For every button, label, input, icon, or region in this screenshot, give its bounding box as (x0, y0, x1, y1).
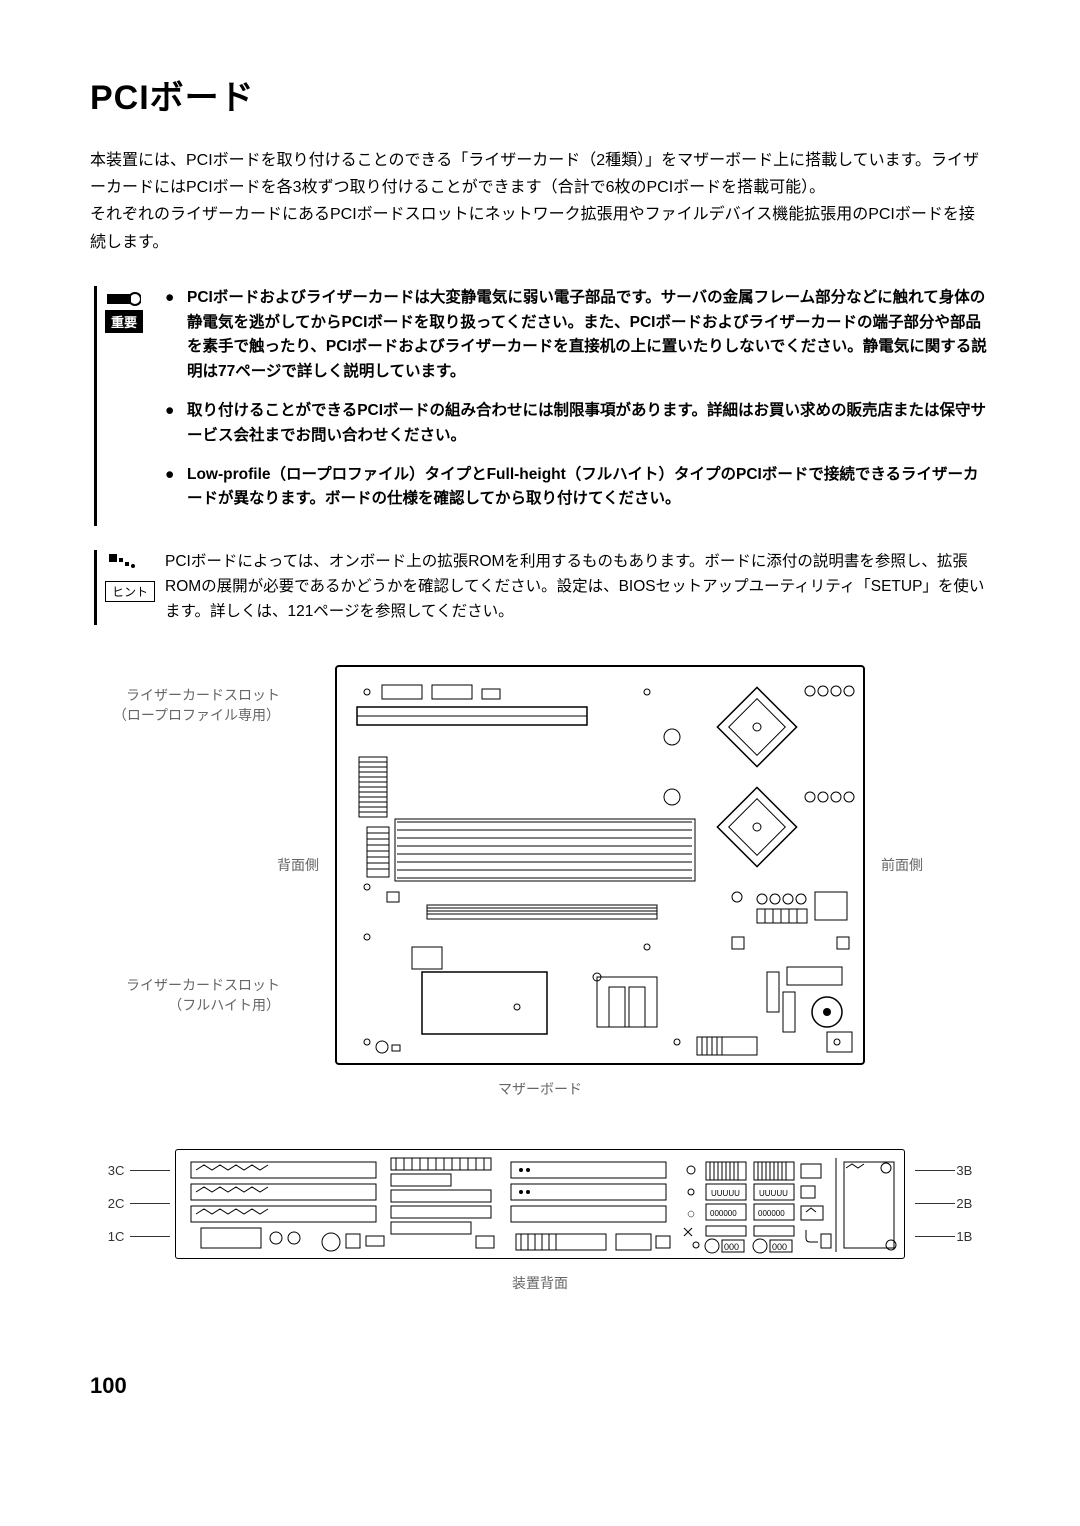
hint-content: PCIボードによっては、オンボード上の拡張ROMを利用するものもあります。ボード… (165, 550, 990, 624)
svg-text:000000: 000000 (710, 1209, 737, 1218)
top-riser-label: ライザーカードスロット （ロープロファイル専用） (80, 685, 280, 725)
bottom-riser-label: ライザーカードスロット （フルハイト用） (80, 975, 280, 1015)
hint-notice: ヒント PCIボードによっては、オンボード上の拡張ROMを利用するものもあります… (94, 550, 990, 624)
hint-icon-column: ヒント (105, 550, 165, 624)
important-item: 取り付けることができるPCIボードの組み合わせには制限事項があります。詳細はお買… (165, 399, 990, 449)
important-notice: 重要 PCIボードおよびライザーカードは大変静電気に弱い電子部品です。サーバの金… (94, 286, 990, 526)
hint-icon (105, 552, 141, 574)
bottom-riser-label-line2: （フルハイト用） (168, 997, 280, 1013)
important-item: PCIボードおよびライザーカードは大変静電気に弱い電子部品です。サーバの金属フレ… (165, 286, 990, 385)
svg-text:000: 000 (772, 1242, 787, 1252)
intro-paragraph: 本装置には、PCIボードを取り付けることのできる「ライザーカード（2種類）」をマ… (90, 147, 990, 256)
front-side-label: 前面側 (881, 855, 923, 875)
slot-label-1b: 1B (915, 1229, 972, 1244)
page-title: PCIボード (90, 70, 990, 119)
slot-label-3c: 3C (108, 1163, 166, 1178)
svg-text:UUUUU: UUUUU (711, 1189, 740, 1198)
bottom-riser-label-line1: ライザーカードスロット (126, 977, 280, 993)
motherboard-svg: 背面側 前面側 (335, 665, 865, 1065)
svg-text:UUUUU: UUUUU (759, 1189, 788, 1198)
slot-label-2b: 2B (915, 1196, 972, 1211)
important-label: 重要 (105, 310, 143, 333)
important-icon-column: 重要 (105, 286, 165, 526)
motherboard-caption: マザーボード (90, 1079, 990, 1099)
top-riser-label-line1: ライザーカードスロット (126, 687, 280, 703)
motherboard-diagram-wrapper: ライザーカードスロット （ロープロファイル専用） ライザーカードスロット （フル… (90, 665, 990, 1065)
page-number: 100 (90, 1373, 990, 1399)
rear-panel-wrapper: 3C 2C 1C (90, 1149, 990, 1259)
right-slot-labels: 3B 2B 1B (915, 1154, 972, 1254)
slot-label-2c: 2C (108, 1196, 166, 1211)
slot-label-3b: 3B (915, 1163, 972, 1178)
left-slot-labels: 3C 2C 1C (108, 1154, 166, 1254)
top-riser-label-line2: （ロープロファイル専用） (113, 707, 280, 723)
motherboard-diagram-section: ライザーカードスロット （ロープロファイル専用） ライザーカードスロット （フル… (90, 665, 990, 1099)
important-item: Low-profile（ロープロファイル）タイプとFull-height（フルハ… (165, 463, 990, 513)
rear-panel-section: 3C 2C 1C (90, 1149, 990, 1293)
rear-panel-illustration: UUUUU UUUUU 000000 000000 000 (176, 1150, 906, 1260)
svg-text:000: 000 (724, 1242, 739, 1252)
rear-panel-caption: 装置背面 (90, 1273, 990, 1293)
svg-text:000000: 000000 (758, 1209, 785, 1218)
important-list: PCIボードおよびライザーカードは大変静電気に弱い電子部品です。サーバの金属フレ… (165, 286, 990, 512)
hint-label: ヒント (105, 581, 155, 602)
motherboard-illustration (337, 667, 867, 1067)
important-icon (105, 288, 141, 308)
rear-side-label: 背面側 (277, 855, 319, 875)
slot-label-1c: 1C (108, 1229, 166, 1244)
important-content: PCIボードおよびライザーカードは大変静電気に弱い電子部品です。サーバの金属フレ… (165, 286, 990, 526)
rear-panel-svg: UUUUU UUUUU 000000 000000 000 (175, 1149, 905, 1259)
